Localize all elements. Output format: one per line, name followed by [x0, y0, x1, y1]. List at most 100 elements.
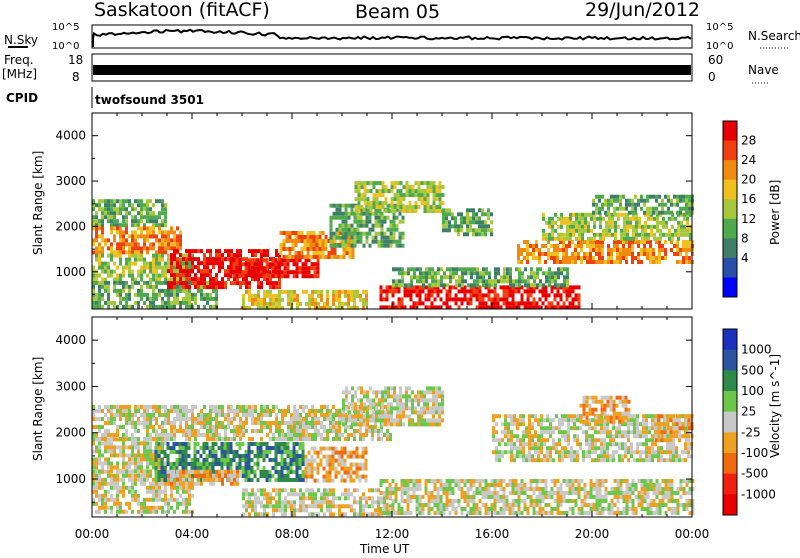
- power-data-cell: [125, 211, 128, 215]
- velocity-data-cell: [125, 502, 128, 506]
- velocity-data-cell: [323, 413, 326, 417]
- velocity-data-cell: [200, 409, 203, 413]
- power-data-cell: [668, 233, 671, 237]
- velocity-data-cell: [354, 402, 357, 406]
- power-data-cell: [584, 229, 587, 233]
- velocity-data-cell: [215, 409, 218, 413]
- power-data-cell: [413, 301, 416, 305]
- power-data-cell: [350, 298, 353, 302]
- power-data-cell: [418, 205, 421, 209]
- power-data-cell: [378, 216, 381, 220]
- velocity-data-cell: [143, 510, 146, 514]
- velocity-data-cell: [341, 479, 344, 483]
- power-data-cell: [128, 285, 131, 289]
- velocity-data-cell: [381, 390, 384, 394]
- velocity-data-cell: [233, 458, 236, 462]
- power-data-cell: [616, 256, 619, 260]
- velocity-data-cell: [209, 421, 212, 425]
- velocity-data-cell: [206, 442, 209, 446]
- power-data-cell: [101, 285, 104, 289]
- power-data-cell: [688, 207, 691, 211]
- velocity-data-cell: [323, 496, 326, 500]
- power-data-cell: [227, 249, 230, 253]
- velocity-data-cell: [335, 421, 338, 425]
- velocity-data-cell: [188, 462, 191, 466]
- power-data-cell: [632, 225, 635, 229]
- power-data-cell: [676, 248, 679, 252]
- power-data-cell: [354, 228, 357, 232]
- velocity-data-cell: [182, 470, 185, 474]
- velocity-data-cell: [242, 458, 245, 462]
- power-data-cell: [137, 301, 140, 305]
- power-data-cell: [155, 234, 158, 238]
- velocity-data-cell: [182, 490, 185, 494]
- power-data-cell: [578, 221, 581, 225]
- velocity-data-cell: [290, 492, 293, 496]
- power-data-cell: [589, 252, 592, 256]
- power-data-cell: [146, 238, 149, 242]
- power-data-cell: [146, 293, 149, 297]
- power-data-cell: [260, 274, 263, 278]
- power-data-cell: [427, 197, 430, 201]
- velocity-data-cell: [314, 437, 317, 441]
- power-data-cell: [209, 281, 212, 285]
- velocity-data-cell: [329, 508, 332, 512]
- power-data-cell: [322, 247, 325, 251]
- power-data-cell: [122, 242, 125, 246]
- power-data-cell: [221, 285, 224, 289]
- velocity-data-cell: [98, 425, 101, 429]
- power-data-cell: [269, 270, 272, 274]
- velocity-data-cell: [356, 455, 359, 459]
- velocity-data-cell: [161, 441, 164, 445]
- power-data-cell: [98, 274, 101, 278]
- power-data-cell: [396, 224, 399, 228]
- power-data-cell: [584, 221, 587, 225]
- power-data-cell: [167, 262, 170, 266]
- velocity-data-cell: [122, 425, 125, 429]
- power-data-cell: [433, 189, 436, 193]
- power-data-cell: [119, 203, 122, 207]
- power-data-cell: [644, 229, 647, 233]
- velocity-data-cell: [137, 417, 140, 421]
- power-data-cell: [557, 283, 560, 287]
- power-data-cell: [628, 244, 631, 248]
- power-data-cell: [164, 230, 167, 234]
- power-data-cell: [263, 274, 266, 278]
- power-data-cell: [384, 232, 387, 236]
- velocity-data-cell: [236, 413, 239, 417]
- velocity-data-cell: [173, 510, 176, 514]
- velocity-data-cell: [369, 414, 372, 418]
- velocity-data-cell: [245, 488, 248, 492]
- velocity-data-cell: [254, 504, 257, 508]
- power-data-cell: [475, 228, 478, 232]
- velocity-data-cell: [152, 510, 155, 514]
- power-data-cell: [458, 289, 461, 293]
- velocity-data-cell: [284, 421, 287, 425]
- velocity-data-cell: [116, 425, 119, 429]
- velocity-data-cell: [125, 417, 128, 421]
- velocity-data-cell: [248, 454, 251, 458]
- velocity-data-cell: [278, 442, 281, 446]
- velocity-data-cell: [137, 498, 140, 502]
- velocity-data-cell: [131, 437, 134, 441]
- power-data-cell: [385, 185, 388, 189]
- velocity-data-cell: [143, 449, 146, 453]
- power-data-cell: [503, 285, 506, 289]
- velocity-data-cell: [320, 447, 323, 451]
- power-data-cell: [330, 240, 333, 244]
- velocity-data-cell: [95, 478, 98, 482]
- power-data-cell: [358, 197, 361, 201]
- power-data-cell: [203, 277, 206, 281]
- velocity-data-cell: [378, 402, 381, 406]
- power-data-cell: [354, 244, 357, 248]
- power-data-cell: [542, 301, 545, 305]
- velocity-data-cell: [278, 478, 281, 482]
- velocity-data-cell: [209, 429, 212, 433]
- power-data-cell: [134, 219, 137, 223]
- power-data-cell: [461, 271, 464, 275]
- power-data-cell: [488, 297, 491, 301]
- power-data-cell: [530, 289, 533, 293]
- velocity-data-cell: [359, 479, 362, 483]
- power-data-cell: [194, 257, 197, 261]
- power-data-cell: [304, 235, 307, 239]
